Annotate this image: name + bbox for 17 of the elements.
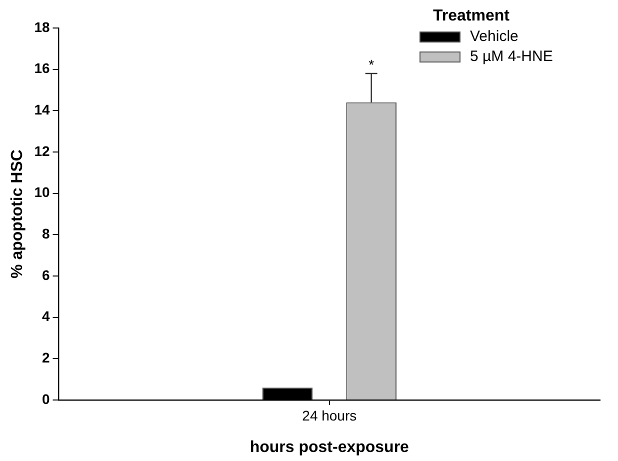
y-tick-label: 4 [42, 308, 50, 324]
y-tick-label: 18 [34, 18, 50, 35]
x-tick-label: 24 hours [302, 407, 357, 424]
y-axis-title: % apoptotic HSC [9, 149, 26, 278]
y-tick-label: 8 [42, 226, 50, 242]
y-tick-label: 6 [42, 266, 50, 283]
annotation: * [368, 56, 375, 72]
legend-title: Treatment [433, 7, 510, 24]
y-tick-label: 14 [34, 102, 50, 118]
x-axis-title: hours post-exposure [250, 438, 410, 456]
y-tick-label: 2 [42, 350, 50, 366]
legend-label: 5 µM 4-HNE [470, 48, 553, 66]
y-tick-label: 10 [34, 184, 50, 200]
y-tick-label: 16 [34, 60, 50, 76]
legend-label: Vehicle [470, 28, 518, 46]
y-tick-label: 12 [34, 142, 50, 159]
y-tick-label: 0 [42, 390, 50, 407]
